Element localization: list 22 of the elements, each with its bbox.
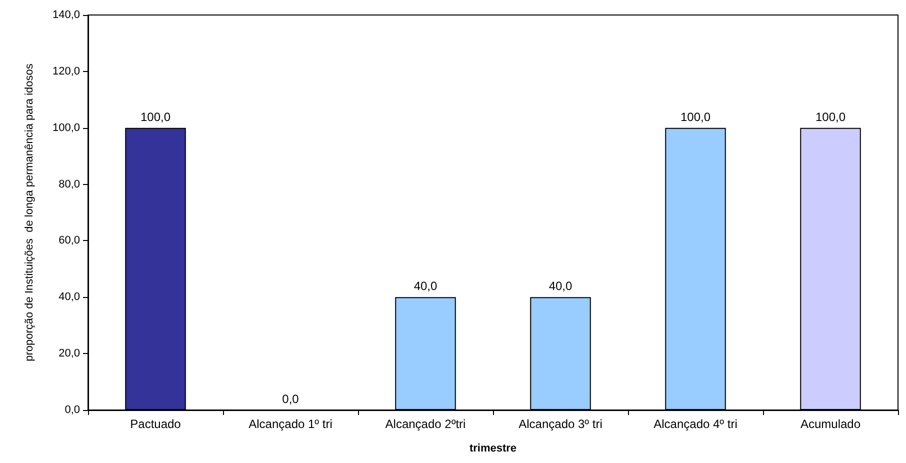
- y-tick-label: 0,0: [64, 404, 80, 416]
- data-label: 0,0: [282, 392, 300, 406]
- y-tick-label: 140,0: [52, 9, 80, 21]
- x-tick-label: Alcançado 1º tri: [248, 417, 332, 431]
- x-tick-label: Alcançado 2ºtri: [385, 417, 466, 431]
- data-label: 40,0: [548, 279, 572, 294]
- data-label: 100,0: [815, 110, 846, 124]
- y-tick-label: 20,0: [58, 348, 80, 360]
- x-axis-title: trimestre: [469, 442, 517, 454]
- data-label: 40,0: [414, 279, 438, 294]
- x-tick-label: Pactuado: [130, 417, 182, 431]
- data-label: 100,0: [140, 110, 171, 124]
- y-tick-label: 60,0: [58, 234, 80, 247]
- y-tick-label: 120,0: [52, 65, 80, 78]
- data-label: 100,0: [680, 110, 711, 124]
- x-tick-label: Alcançado 3º tri: [518, 417, 602, 431]
- y-tick-label: 100,0: [52, 122, 80, 134]
- y-axis-title: proporção de Instituições de longa permanência para idosos: [24, 63, 36, 362]
- y-tick-label: 80,0: [58, 178, 80, 190]
- y-tick-label: 40,0: [58, 291, 80, 304]
- x-tick-label: Acumulado: [800, 417, 861, 431]
- x-tick-label: Alcançado 4º tri: [654, 417, 738, 431]
